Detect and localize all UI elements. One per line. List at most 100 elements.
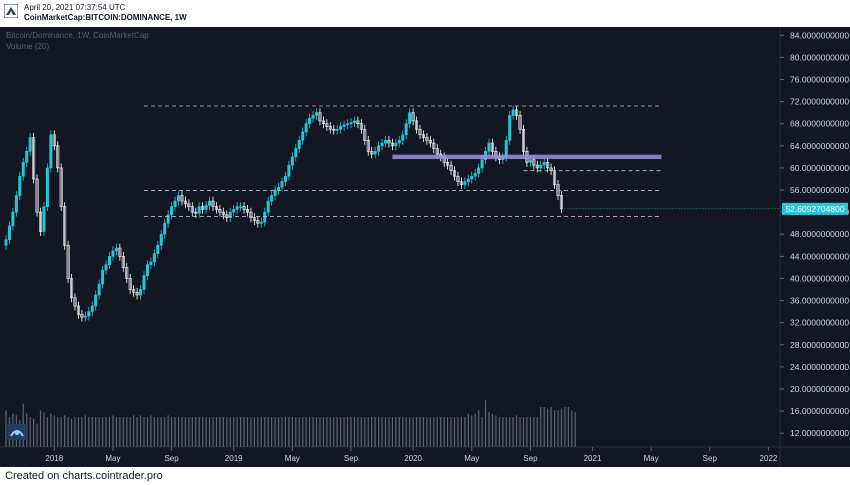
volume-bar [243, 417, 245, 447]
volume-bar [360, 417, 362, 447]
volume-bar [457, 417, 459, 447]
candle-body [363, 128, 367, 141]
volume-bar [222, 417, 224, 447]
volume-bar [467, 413, 469, 447]
volume-bar [329, 417, 331, 447]
candle-body [194, 211, 198, 214]
candle-body [152, 253, 156, 263]
y-tick-label: 40.0000000000 [790, 273, 849, 283]
candle-body [14, 195, 18, 213]
candle-body [239, 206, 243, 208]
coinmarketcap-badge-icon[interactable] [6, 424, 28, 440]
candle-body [477, 167, 481, 174]
volume-bar [543, 407, 545, 447]
volume-bar [495, 415, 497, 447]
candle-body [335, 128, 339, 131]
candle-body [208, 200, 212, 206]
volume-bar [284, 417, 287, 447]
volume-bar [126, 417, 128, 447]
volume-bar [357, 417, 359, 447]
candle-body [94, 294, 98, 307]
volume-bar [364, 417, 366, 447]
x-tick-label: 2021 [584, 454, 602, 463]
volume-bar [350, 417, 352, 447]
volume-bar [153, 417, 155, 447]
volume-bar [498, 417, 500, 447]
x-tick-label: Sep [344, 454, 359, 463]
candle-body [542, 162, 546, 166]
candle-body [366, 139, 370, 152]
y-tick-label: 20.0000000000 [790, 384, 849, 394]
candle-body [111, 250, 115, 257]
candle-body [246, 209, 250, 213]
volume-bar [281, 417, 283, 447]
y-tick-label: 12.0000000000 [790, 428, 849, 438]
volume-bar [447, 417, 449, 447]
x-tick-label: Sep [164, 454, 179, 463]
candle-body [408, 112, 412, 125]
candle-body [163, 222, 167, 235]
candle-body [352, 120, 356, 123]
volume-bar [540, 407, 542, 447]
candle-body [204, 205, 208, 210]
volume-bar [547, 408, 549, 447]
volume-bar [277, 417, 280, 447]
candle-body [314, 112, 318, 116]
candle-body [283, 175, 287, 183]
y-tick-label: 24.0000000000 [790, 362, 849, 372]
volume-bar [391, 417, 393, 447]
candle-body [232, 209, 236, 213]
candle-body [28, 137, 32, 152]
x-tick-label: Sep [703, 454, 718, 463]
candle-body [415, 120, 419, 130]
candle-body [18, 175, 22, 196]
volume-bar [67, 417, 69, 447]
candle-body [332, 128, 336, 131]
candle-body [142, 275, 146, 290]
candle-body [487, 142, 491, 152]
volume-bar [336, 417, 338, 447]
volume-bar [236, 417, 238, 447]
candle-body [311, 115, 315, 119]
x-tick-label: Sep [523, 454, 538, 463]
legend-volume: Volume (20) [6, 42, 50, 51]
candle-body [452, 170, 456, 177]
candle-body [76, 305, 80, 315]
candle-body [294, 148, 298, 158]
legend-title: Bitcoin/Dominance, 1W, CoinMarketCap [6, 31, 149, 40]
volume-bar [502, 417, 504, 447]
volume-bar [315, 417, 318, 447]
volume-bar [557, 410, 559, 447]
volume-bar [522, 417, 525, 447]
candle-body [359, 123, 363, 130]
candle-body [177, 195, 181, 202]
volume-bar [346, 417, 349, 447]
candle-body [114, 247, 118, 252]
y-tick-label: 48.0000000000 [790, 229, 849, 239]
price-chart[interactable]: 12.0000000000 16.0000000000 20.0000000000 2… [0, 27, 850, 467]
volume-bar [240, 417, 242, 447]
candle-body [308, 117, 312, 125]
range-band [392, 154, 662, 160]
volume-bar [253, 417, 255, 447]
chart-area[interactable]: 12.0000000000 16.0000000000 20.0000000000 2… [0, 27, 850, 467]
volume-bar [46, 417, 48, 447]
candle-body [97, 283, 101, 296]
volume-bar [274, 417, 276, 447]
candle-body [556, 184, 560, 196]
volume-bar [264, 417, 266, 447]
volume-bar [98, 417, 100, 447]
volume-bar [150, 415, 152, 447]
volume-bar [464, 417, 466, 447]
volume-bar [326, 417, 328, 447]
candle-body [401, 134, 405, 141]
candle-body [380, 142, 384, 147]
candle-body [411, 112, 415, 122]
volume-bar [343, 417, 345, 447]
volume-bar [340, 417, 342, 447]
volume-bar [81, 417, 83, 447]
candle-body [221, 211, 225, 216]
volume-bar [309, 417, 311, 447]
chart-background [0, 27, 850, 467]
x-tick-label: 2020 [404, 454, 422, 463]
